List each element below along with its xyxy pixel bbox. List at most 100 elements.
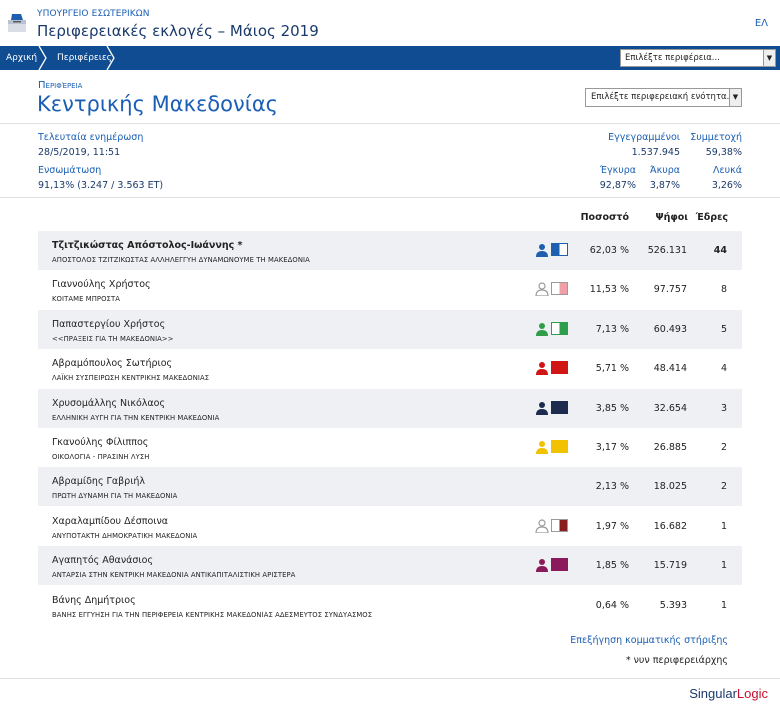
seat-count: 1 <box>720 560 727 572</box>
blank-label: Λευκά <box>713 165 742 176</box>
table-row[interactable]: Παπαστεργίου Χρήστος <<ΠΡΑΞΕΙΣ ΓΙΑ ΤΗ ΜΑΚ… <box>38 309 742 349</box>
vote-count: 16.682 <box>653 520 687 532</box>
registered-label: Εγγεγραμμένοι <box>608 132 680 143</box>
breadcrumb-home[interactable]: Αρχική <box>6 53 38 63</box>
candidate-name: Γιαννούλης Χρήστος <box>52 279 151 291</box>
divider <box>0 197 780 198</box>
candidate-name: Βάνης Δημήτριος <box>52 594 136 606</box>
vote-count: 26.885 <box>653 442 687 453</box>
party-name: ΑΝΤΑΡΣΙΑ ΣΤΗΝ ΚΕΝΤΡΙΚΗ ΜΑΚΕΔΟΝΙΑ ΑΝΤΙΚΑΠ… <box>52 571 296 580</box>
candidate-name: Αγαπητός Αθανάσιος <box>52 555 154 567</box>
seat-count: 5 <box>720 323 727 335</box>
blank-value: 3,26% <box>711 180 742 191</box>
candidate-name: Τζιτζικώστας Απόστολος-Ιωάννης * <box>52 240 243 251</box>
seat-count: 44 <box>713 245 727 256</box>
person-icon <box>536 559 548 573</box>
table-row[interactable]: Γκανούλης Φίλιππος ΟΙΚΟΛΟΓΙΑ - ΠΡΑΣΙΝΗ ΛΥ… <box>38 428 742 467</box>
singularlogic-logo: SingularLogic <box>689 686 768 701</box>
person-icon <box>536 244 548 257</box>
person-icon <box>535 282 549 297</box>
seat-count: 1 <box>720 520 727 532</box>
table-row[interactable]: Χαραλαμπίδου Δέσποινα ΑΝΥΠΟΤΑΚΤΗ ΔΗΜΟΚΡΑΤ… <box>38 507 742 546</box>
party-color-swatch <box>551 518 568 532</box>
party-name: <<ΠΡΑΞΕΙΣ ΓΙΑ ΤΗ ΜΑΚΕΔΟΝΙΑ>> <box>52 334 174 343</box>
integration-label: Ενσωμάτωση <box>38 165 102 176</box>
candidate-name: Γκανούλης Φίλιππος <box>52 437 149 448</box>
vote-percent: 0,64 % <box>595 599 629 611</box>
column-header-percent: Ποσοστό <box>580 212 629 223</box>
vote-count: 18.025 <box>653 481 687 493</box>
vote-count: 60.493 <box>653 323 687 335</box>
app-title: Περιφερειακές εκλογές – Μάιος 2019 <box>37 22 319 40</box>
invalid-label: Άκυρα <box>650 165 680 176</box>
table-row[interactable]: Τζιτζικώστας Απόστολος-Ιωάννης * ΑΠΟΣΤΟΛΟ… <box>38 231 742 270</box>
table-row[interactable]: Αβραμόπουλος Σωτήριος ΛΑΪΚΗ ΣΥΣΠΕΙΡΩΣΗ ΚΕ… <box>38 349 742 388</box>
vote-percent: 3,85 % <box>595 402 629 414</box>
party-name: ΑΠΟΣΤΟΛΟΣ ΤΖΙΤΖΙΚΩΣΤΑΣ ΑΛΛΗΛΕΓΓΥΗ ΔΥΝΑΜΩ… <box>52 256 310 264</box>
vote-percent: 1,97 % <box>595 520 629 532</box>
language-switch[interactable]: ΕΛ <box>754 18 768 29</box>
vote-percent: 1,85 % <box>595 560 629 572</box>
candidate-name: Αβραμίδης Γαβριήλ <box>52 476 146 488</box>
party-color-swatch <box>551 400 568 414</box>
seat-count: 2 <box>720 481 727 493</box>
party-support-link[interactable]: Επεξήγηση κομματικής στήριξης <box>570 635 728 646</box>
table-row[interactable]: Γιαννούλης Χρήστος ΚΟΙΤΑΜΕ ΜΠΡΟΣΤΑ 11,53 %… <box>38 270 742 309</box>
party-color-swatch <box>551 440 568 453</box>
vote-count: 15.719 <box>653 560 687 572</box>
person-icon <box>536 322 548 336</box>
chevron-right-icon <box>38 46 47 70</box>
vote-count: 5.393 <box>659 599 687 611</box>
candidate-name: Χρυσομάλλης Νικόλαος <box>52 397 166 409</box>
vote-percent: 62,03 % <box>589 245 629 256</box>
vote-percent: 7,13 % <box>595 323 629 335</box>
page-title: Κεντρικής Μακεδονίας <box>37 92 279 116</box>
person-icon <box>535 519 549 533</box>
chevron-down-icon: ▼ <box>763 50 775 66</box>
vote-percent: 2,13 % <box>595 481 629 493</box>
column-header-votes: Ψήφοι <box>655 212 689 223</box>
vote-percent: 3,17 % <box>595 442 629 453</box>
integration-value: 91,13% (3.247 / 3.563 ΕΤ) <box>38 180 164 191</box>
turnout-label: Συμμετοχή <box>690 132 742 143</box>
vote-count: 97.757 <box>653 284 687 296</box>
region-label: Περιφέρεια <box>38 80 83 91</box>
seat-count: 4 <box>720 363 727 375</box>
regional-unit-select-value: Επιλέξτε περιφερειακή ενότητα... <box>591 92 735 102</box>
party-name: ΚΟΙΤΑΜΕ ΜΠΡΟΣΤΑ <box>52 295 120 304</box>
seat-count: 8 <box>720 284 727 296</box>
party-color-swatch <box>551 558 568 572</box>
ministry-name: ΥΠΟΥΡΓΕΙΟ ΕΣΩΤΕΡΙΚΩΝ <box>37 9 150 19</box>
regional-unit-select[interactable]: Επιλέξτε περιφερειακή ενότητα... ▼ <box>585 88 742 107</box>
valid-label: Έγκυρα <box>599 165 636 176</box>
person-icon <box>536 401 548 415</box>
vote-count: 32.654 <box>653 402 687 414</box>
candidate-name: Παπαστεργίου Χρήστος <box>52 318 166 330</box>
column-header-seats: Έδρες <box>695 212 728 223</box>
party-name: ΛΑΪΚΗ ΣΥΣΠΕΙΡΩΣΗ ΚΕΝΤΡΙΚΗΣ ΜΑΚΕΔΟΝΙΑΣ <box>52 374 210 383</box>
person-icon <box>536 362 548 376</box>
table-row[interactable]: Αβραμίδης Γαβριήλ ΠΡΩΤΗ ΔΥΝΑΜΗ ΓΙΑ ΤΗ ΜΑΚ… <box>38 467 742 507</box>
vote-percent: 11,53 % <box>589 284 629 296</box>
divider <box>0 678 780 679</box>
party-color-swatch <box>551 282 568 296</box>
candidate-name: Χαραλαμπίδου Δέσποινα <box>52 515 169 527</box>
party-name: ΟΙΚΟΛΟΓΙΑ - ΠΡΑΣΙΝΗ ΛΥΣΗ <box>52 453 150 461</box>
invalid-value: 3,87% <box>649 180 680 191</box>
vote-count: 526.131 <box>647 245 687 256</box>
table-row[interactable]: Αγαπητός Αθανάσιος ΑΝΤΑΡΣΙΑ ΣΤΗΝ ΚΕΝΤΡΙΚΗ… <box>38 546 742 586</box>
registered-value: 1.537.945 <box>631 147 680 158</box>
last-update-value: 28/5/2019, 11:51 <box>38 147 121 158</box>
party-color-swatch <box>551 361 568 375</box>
person-icon <box>536 441 548 454</box>
party-color-swatch <box>551 321 568 335</box>
region-select[interactable]: Επιλέξτε περιφέρεια... ▼ <box>620 49 776 67</box>
breadcrumb-regions[interactable]: Περιφέρειες <box>57 53 112 63</box>
table-row[interactable]: Βάνης Δημήτριος ΒΑΝΗΣ ΕΓΓΥΗΣΗ ΓΙΑ ΤΗΝ ΠΕΡ… <box>38 586 742 625</box>
ballot-box-icon <box>8 14 26 32</box>
chevron-down-icon: ▼ <box>729 89 741 106</box>
region-select-value: Επιλέξτε περιφέρεια... <box>625 53 720 63</box>
table-row[interactable]: Χρυσομάλλης Νικόλαος ΕΛΛΗΝΙΚΗ ΑΥΓΗ ΓΙΑ ΤΗ… <box>38 388 742 428</box>
vote-count: 48.414 <box>653 363 687 375</box>
chevron-right-icon <box>106 46 115 70</box>
